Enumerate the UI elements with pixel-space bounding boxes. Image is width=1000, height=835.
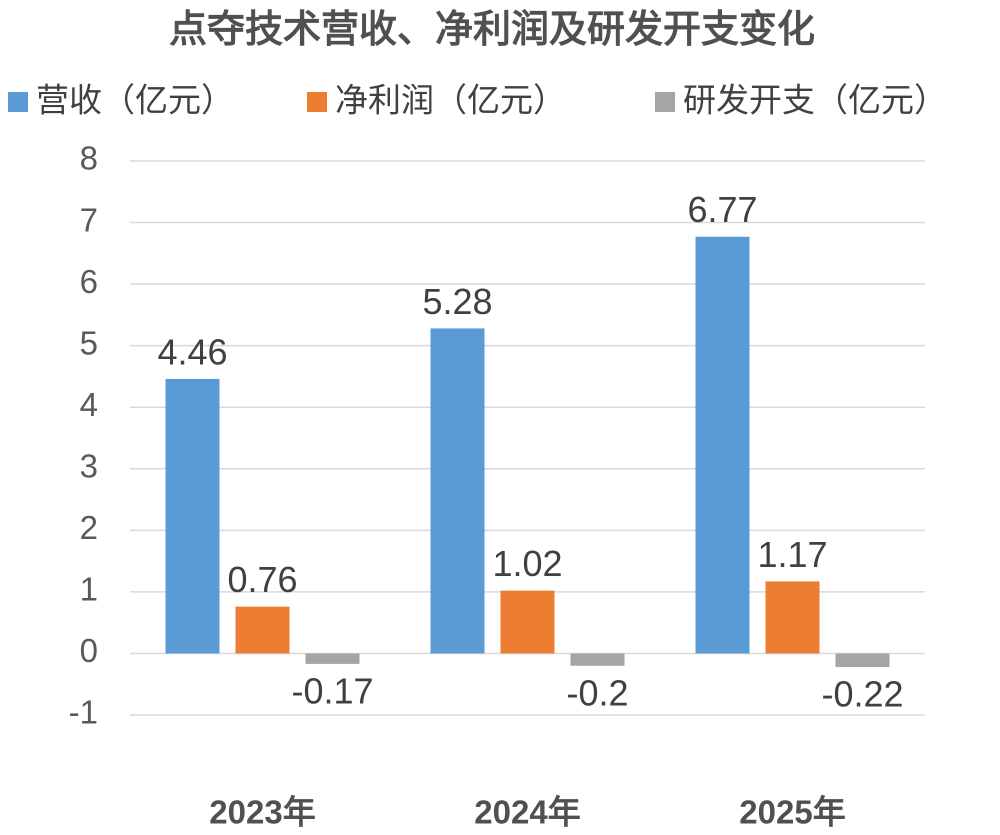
bar	[570, 653, 625, 666]
x-tick-label: 2024年	[474, 794, 580, 831]
data-label: 0.76	[227, 559, 297, 600]
y-tick-label: 2	[80, 509, 98, 546]
y-tick-label: 7	[80, 201, 98, 238]
y-tick-label: 0	[80, 632, 98, 669]
y-tick-label: 5	[80, 324, 98, 361]
bar	[305, 653, 360, 664]
legend-swatch	[8, 92, 28, 112]
legend-swatch	[655, 92, 675, 112]
y-tick-label: 8	[80, 140, 98, 177]
y-tick-label: 6	[80, 263, 98, 300]
bar	[430, 328, 485, 654]
y-tick-label: -1	[69, 694, 98, 731]
data-label: -0.17	[291, 670, 373, 711]
data-label: 5.28	[422, 281, 492, 322]
bar	[835, 653, 890, 667]
x-tick-label: 2025年	[739, 794, 845, 831]
chart-title: 点夺技术营收、净利润及研发开支变化	[169, 9, 815, 51]
data-label: 4.46	[157, 331, 227, 372]
data-label: -0.22	[821, 674, 903, 715]
legend-label: 研发开支（亿元）	[683, 82, 947, 119]
legend-swatch	[307, 92, 327, 112]
data-label: 1.17	[757, 534, 827, 575]
bar	[165, 378, 220, 654]
bar	[500, 590, 555, 654]
y-tick-label: 4	[80, 386, 98, 423]
x-tick-label: 2023年	[209, 794, 315, 831]
data-label: -0.2	[566, 672, 628, 713]
legend-label: 营收（亿元）	[36, 82, 234, 119]
data-label: 1.02	[492, 543, 562, 584]
bar	[235, 606, 290, 654]
bar	[695, 236, 750, 654]
legend-label: 净利润（亿元）	[335, 82, 566, 119]
data-label: 6.77	[687, 189, 757, 230]
bar	[765, 581, 820, 654]
y-tick-label: 3	[80, 447, 98, 484]
y-tick-label: 1	[80, 571, 98, 608]
